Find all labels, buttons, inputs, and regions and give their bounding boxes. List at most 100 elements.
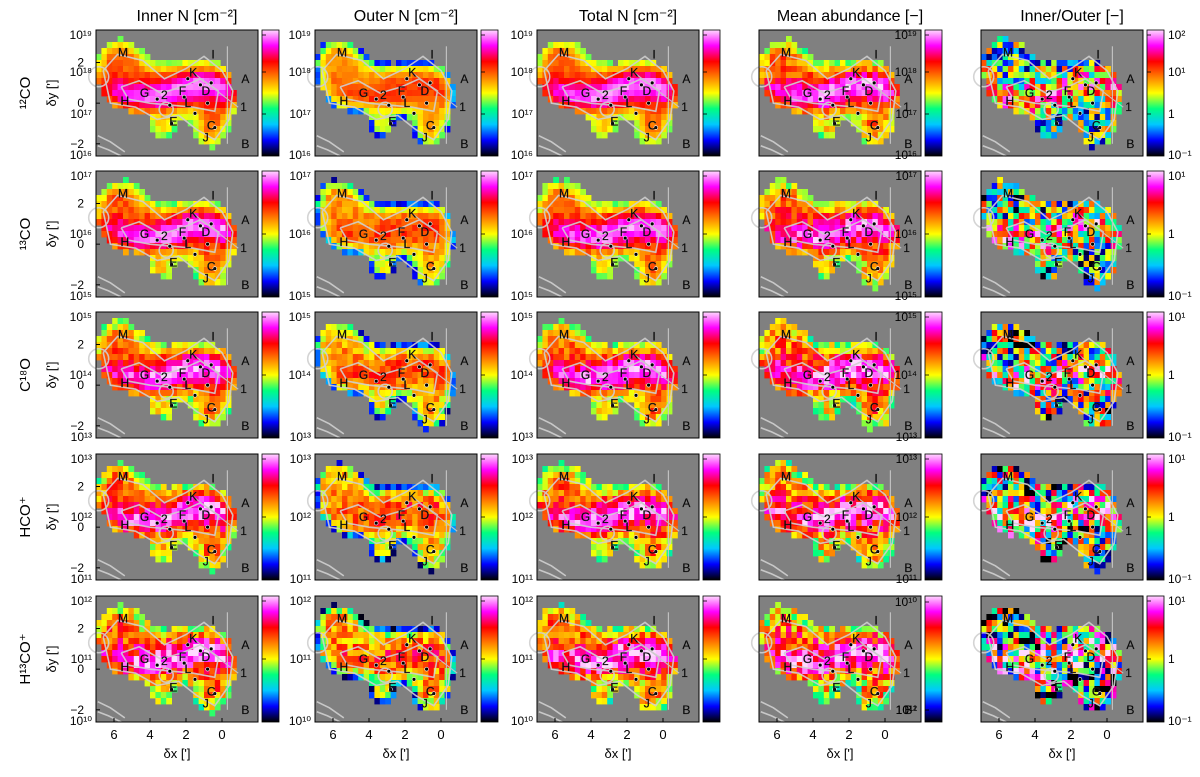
heatmap-cell [602,201,608,207]
region-label-A: A [241,354,249,368]
heatmap-cell [1046,108,1052,114]
heatmap-cell [559,78,565,84]
heatmap-cell [412,372,418,378]
heatmap-cell [564,354,570,360]
heatmap-cell [775,78,781,84]
heatmap-cell [883,102,889,108]
heatmap-cell [209,237,215,243]
heatmap-cell [591,408,597,414]
heatmap-cell [872,213,878,219]
heatmap-cell [101,54,107,60]
heatmap-cell [347,90,353,96]
heatmap-cell [992,195,998,201]
colorbar-tick-label: 10¹³ [896,430,917,444]
heatmap-cell [634,414,640,420]
heatmap-cell [618,60,624,66]
heatmap-cell [986,54,992,60]
region-label-M: M [559,186,569,200]
heatmap-cell [575,225,581,231]
heatmap-cell [374,273,380,279]
heatmap-cell [1051,60,1057,66]
heatmap-cell [1035,249,1041,255]
heatmap-cell [353,60,359,66]
heatmap-cell [786,390,792,396]
heatmap-cell [883,249,889,255]
heatmap-cell [112,66,118,72]
heatmap-cell [553,207,559,213]
heatmap-cell [380,267,386,273]
heatmap-cell [835,348,841,354]
heatmap-cell [166,207,172,213]
heatmap-cell [797,366,803,372]
heatmap-cell [118,72,124,78]
heatmap-cell [1105,396,1111,402]
region-label-B: B [1126,137,1134,151]
heatmap-cell [661,84,667,90]
heatmap-cell [337,60,343,66]
heatmap-cell [150,261,156,267]
heatmap-cell [374,201,380,207]
heatmap-cell [161,261,167,267]
region-label-J: J [866,413,872,427]
heatmap-cell [542,324,548,330]
heatmap-cell [161,126,167,132]
heatmap-cell [596,342,602,348]
heatmap-cell [161,402,167,408]
heatmap-cell [997,177,1003,183]
heatmap-cell [591,360,597,366]
heatmap-cell [824,60,830,66]
heatmap-cell [139,48,145,54]
heatmap-cell [808,354,814,360]
heatmap-cell [358,102,364,108]
heatmap-cell [193,225,199,231]
heatmap-cell [569,201,575,207]
region-label-M: M [559,45,569,59]
heatmap-cell [667,90,673,96]
heatmap-cell [667,372,673,378]
heatmap-cell [101,342,107,348]
region-label-H: H [783,235,792,249]
heatmap-cell [1084,342,1090,348]
heatmap-cell [559,318,565,324]
heatmap-cell [1089,213,1095,219]
heatmap-cell [786,249,792,255]
heatmap-cell [118,360,124,366]
heatmap-cell [813,261,819,267]
heatmap-cell [840,60,846,66]
heatmap-cell [134,189,140,195]
heatmap-cell [1089,207,1095,213]
heatmap-cell [123,249,129,255]
heatmap-cell [775,207,781,213]
heatmap-cell [391,96,397,102]
heatmap-cell [1035,402,1041,408]
region-label-I: I [652,47,655,61]
heatmap-cell [775,96,781,102]
region-label-D: D [201,366,210,380]
heatmap-cell [1084,243,1090,249]
heatmap-cell [385,201,391,207]
heatmap-cell [553,378,559,384]
heatmap-cell [380,273,386,279]
heatmap-cell [1100,402,1106,408]
heatmap-cell [1008,348,1014,354]
region-label-L: L [1069,96,1076,110]
heatmap-cell [791,108,797,114]
heatmap-cell [150,96,156,102]
heatmap-cell [878,255,884,261]
heatmap-cell [204,72,210,78]
heatmap-cell [1003,348,1009,354]
region-label-1: 1 [681,241,688,255]
heatmap-cell [645,348,651,354]
heatmap-cell [824,390,830,396]
position-marker [1040,379,1044,383]
heatmap-cell [1008,66,1014,72]
heatmap-cell [840,342,846,348]
heatmap-cell [1084,201,1090,207]
heatmap-cell [829,78,835,84]
heatmap-cell [150,231,156,237]
heatmap-cell [112,378,118,384]
region-label-J: J [422,272,428,286]
heatmap-cell [1051,348,1057,354]
region-label-K: K [408,207,416,221]
